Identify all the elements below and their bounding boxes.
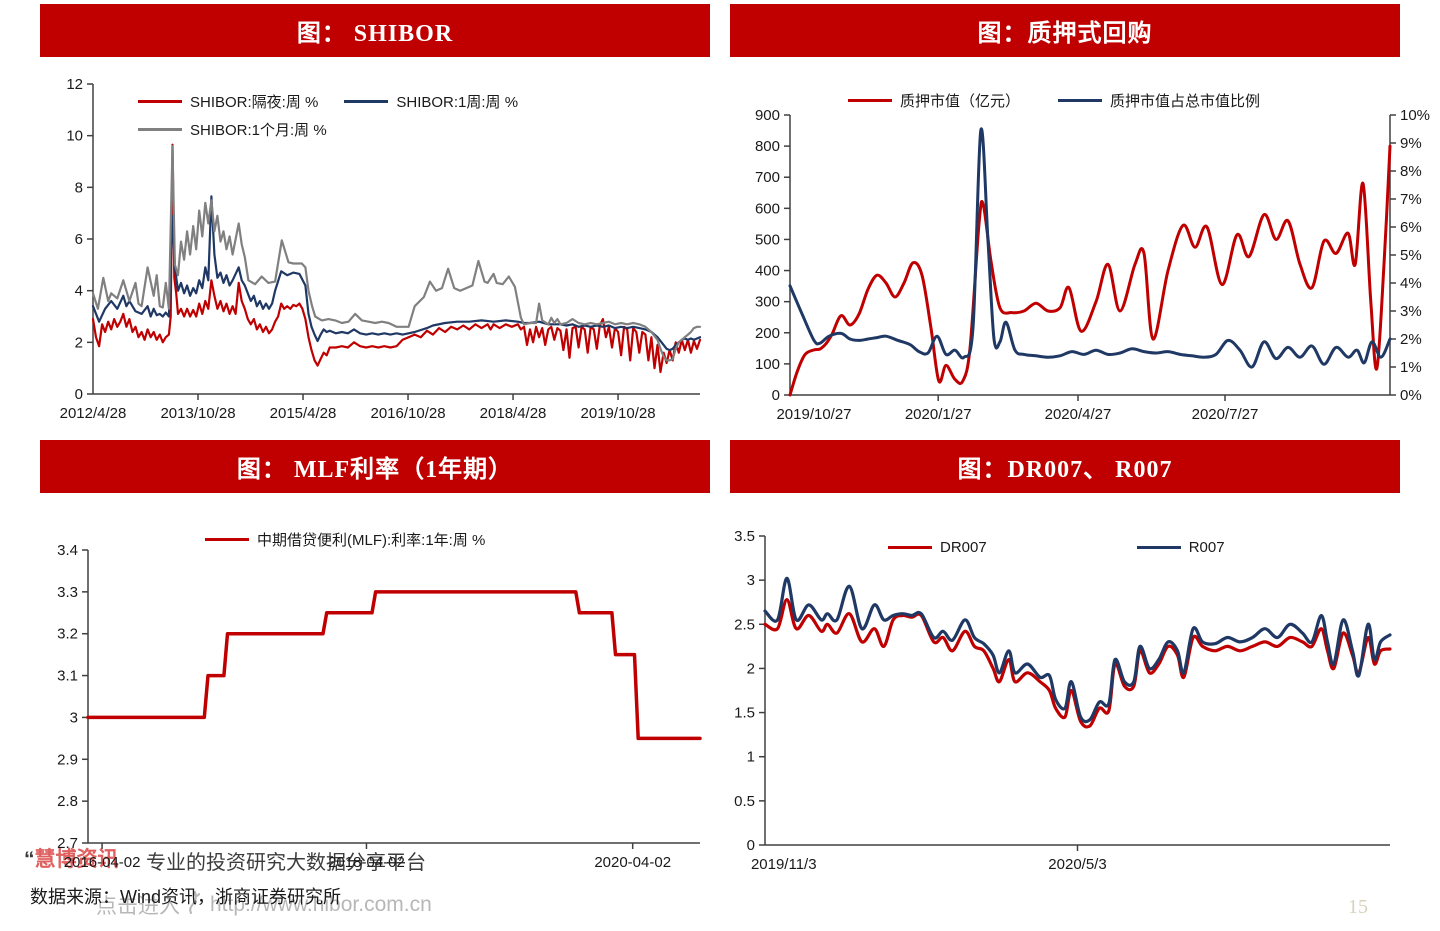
page-number: 15 — [1348, 896, 1368, 918]
watermark-prefix: 点击进入 — [96, 895, 180, 918]
watermark-url: http://www.hibor.com.cn — [210, 893, 432, 916]
brand-logo: “慧博资讯 — [24, 843, 119, 873]
brand-tagline: 专业的投资研究大数据分享平台 — [146, 852, 426, 874]
watermark-squiggle-icon — [186, 889, 204, 921]
data-source-note: 数据来源：Wind资讯，浙商证券研究所 — [30, 887, 342, 907]
brand-name: 慧博资讯 — [34, 848, 119, 871]
site-watermark: 点击进入 http://www.hibor.com.cn — [96, 889, 432, 921]
quote-mark: “ — [24, 848, 35, 871]
